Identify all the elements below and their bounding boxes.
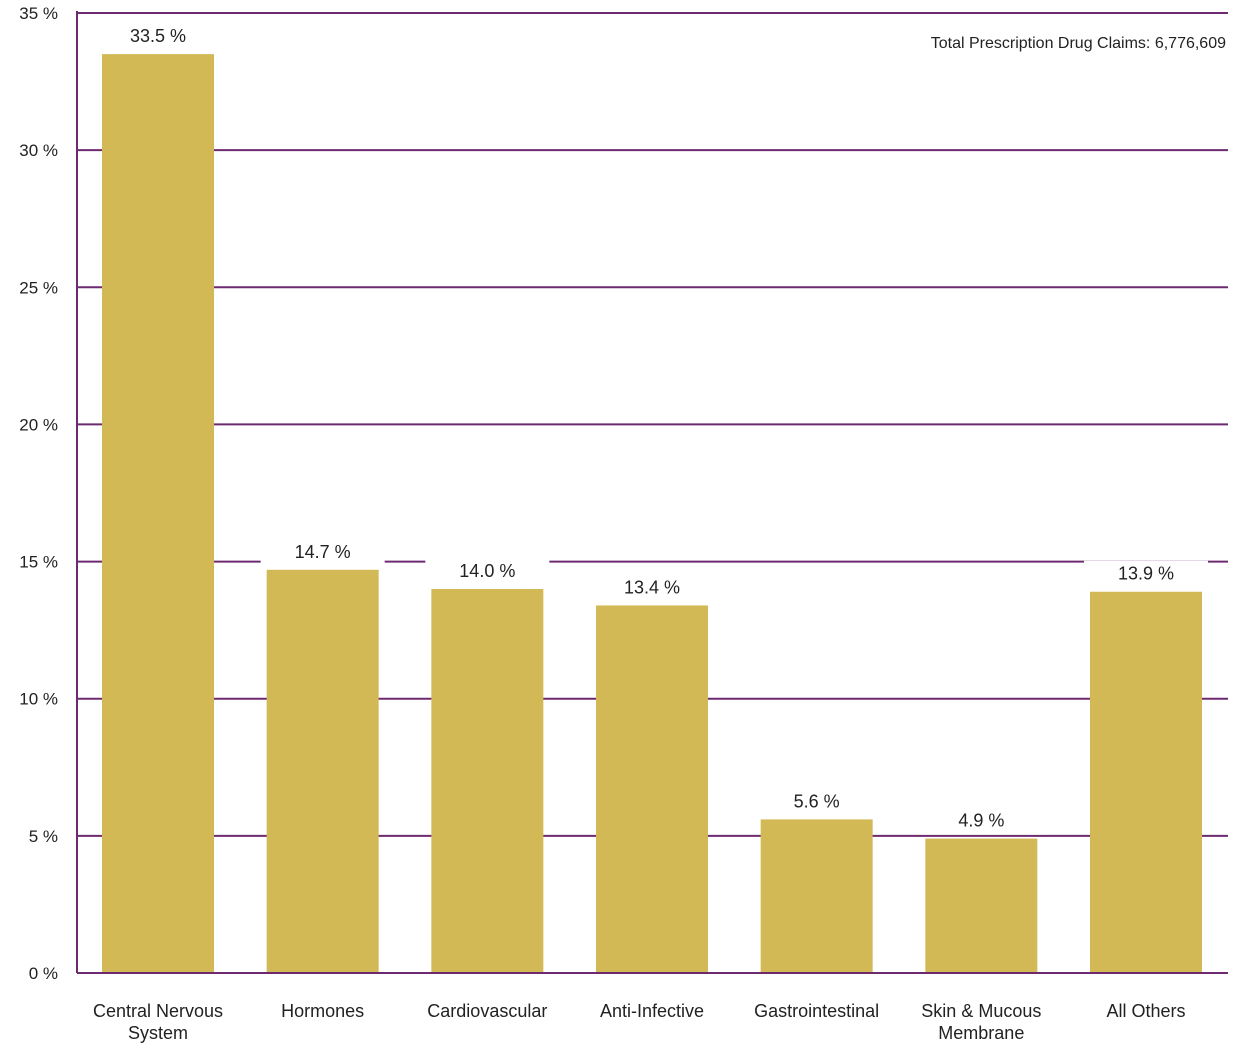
value-label-backing [425,558,550,585]
x-axis-labels: Central Nervous System Hormones Cardiovascu… [93,1001,1186,1043]
axes [76,11,1228,974]
value-label-backing [260,538,385,566]
x-category-label: Anti-Infective [600,1001,704,1021]
bar-value-label: 4.9 % [958,811,1004,831]
bar-value-label: 13.9 % [1118,564,1174,584]
y-tick-label: 0 % [29,964,58,983]
x-category-label: Cardiovascular [427,1001,547,1021]
x-category-label: Hormones [281,1001,364,1021]
bar [596,605,708,973]
value-label-backing [590,574,714,602]
bar-value-label: 13.4 % [624,577,680,597]
bar [925,838,1038,973]
value-label-backing [1084,560,1208,588]
bar-value-label: 5.6 % [794,791,840,811]
y-tick-label: 15 % [19,553,58,572]
x-category-label: All Others [1106,1001,1185,1021]
y-tick-label: 25 % [19,278,58,297]
total-claims-annotation: Total Prescription Drug Claims: 6,776,60… [931,35,1226,52]
bar [1090,591,1202,973]
bar-value-label: 14.7 % [295,542,351,562]
bar [102,54,214,973]
value-label-backing [96,23,220,51]
bar [431,589,544,973]
y-tick-label: 35 % [19,4,58,23]
y-tick-label: 10 % [19,690,58,709]
bar-value-label: 14.0 % [459,561,515,581]
y-tick-label: 5 % [29,827,58,846]
bar [760,819,873,973]
bar-value-label: 33.5 % [130,26,186,46]
y-tick-label: 30 % [19,141,58,160]
y-tick-label: 20 % [19,415,58,434]
x-category-label: Skin & Mucous Membrane [921,1001,1041,1043]
x-category-label: Central Nervous System [93,1001,223,1043]
value-label-backing [754,788,879,816]
y-axis-ticks: 0 % 5 % 10 % 15 % 20 % 25 % 30 % 35 % [19,4,58,983]
bars: 33.5 % 14.7 % 14.0 % 13.4 % 5.6 % 4.9 % 13.9 % [96,23,1208,973]
bar [266,569,379,973]
value-label-backing [919,807,1044,835]
x-category-label: Gastrointestinal [754,1001,879,1021]
